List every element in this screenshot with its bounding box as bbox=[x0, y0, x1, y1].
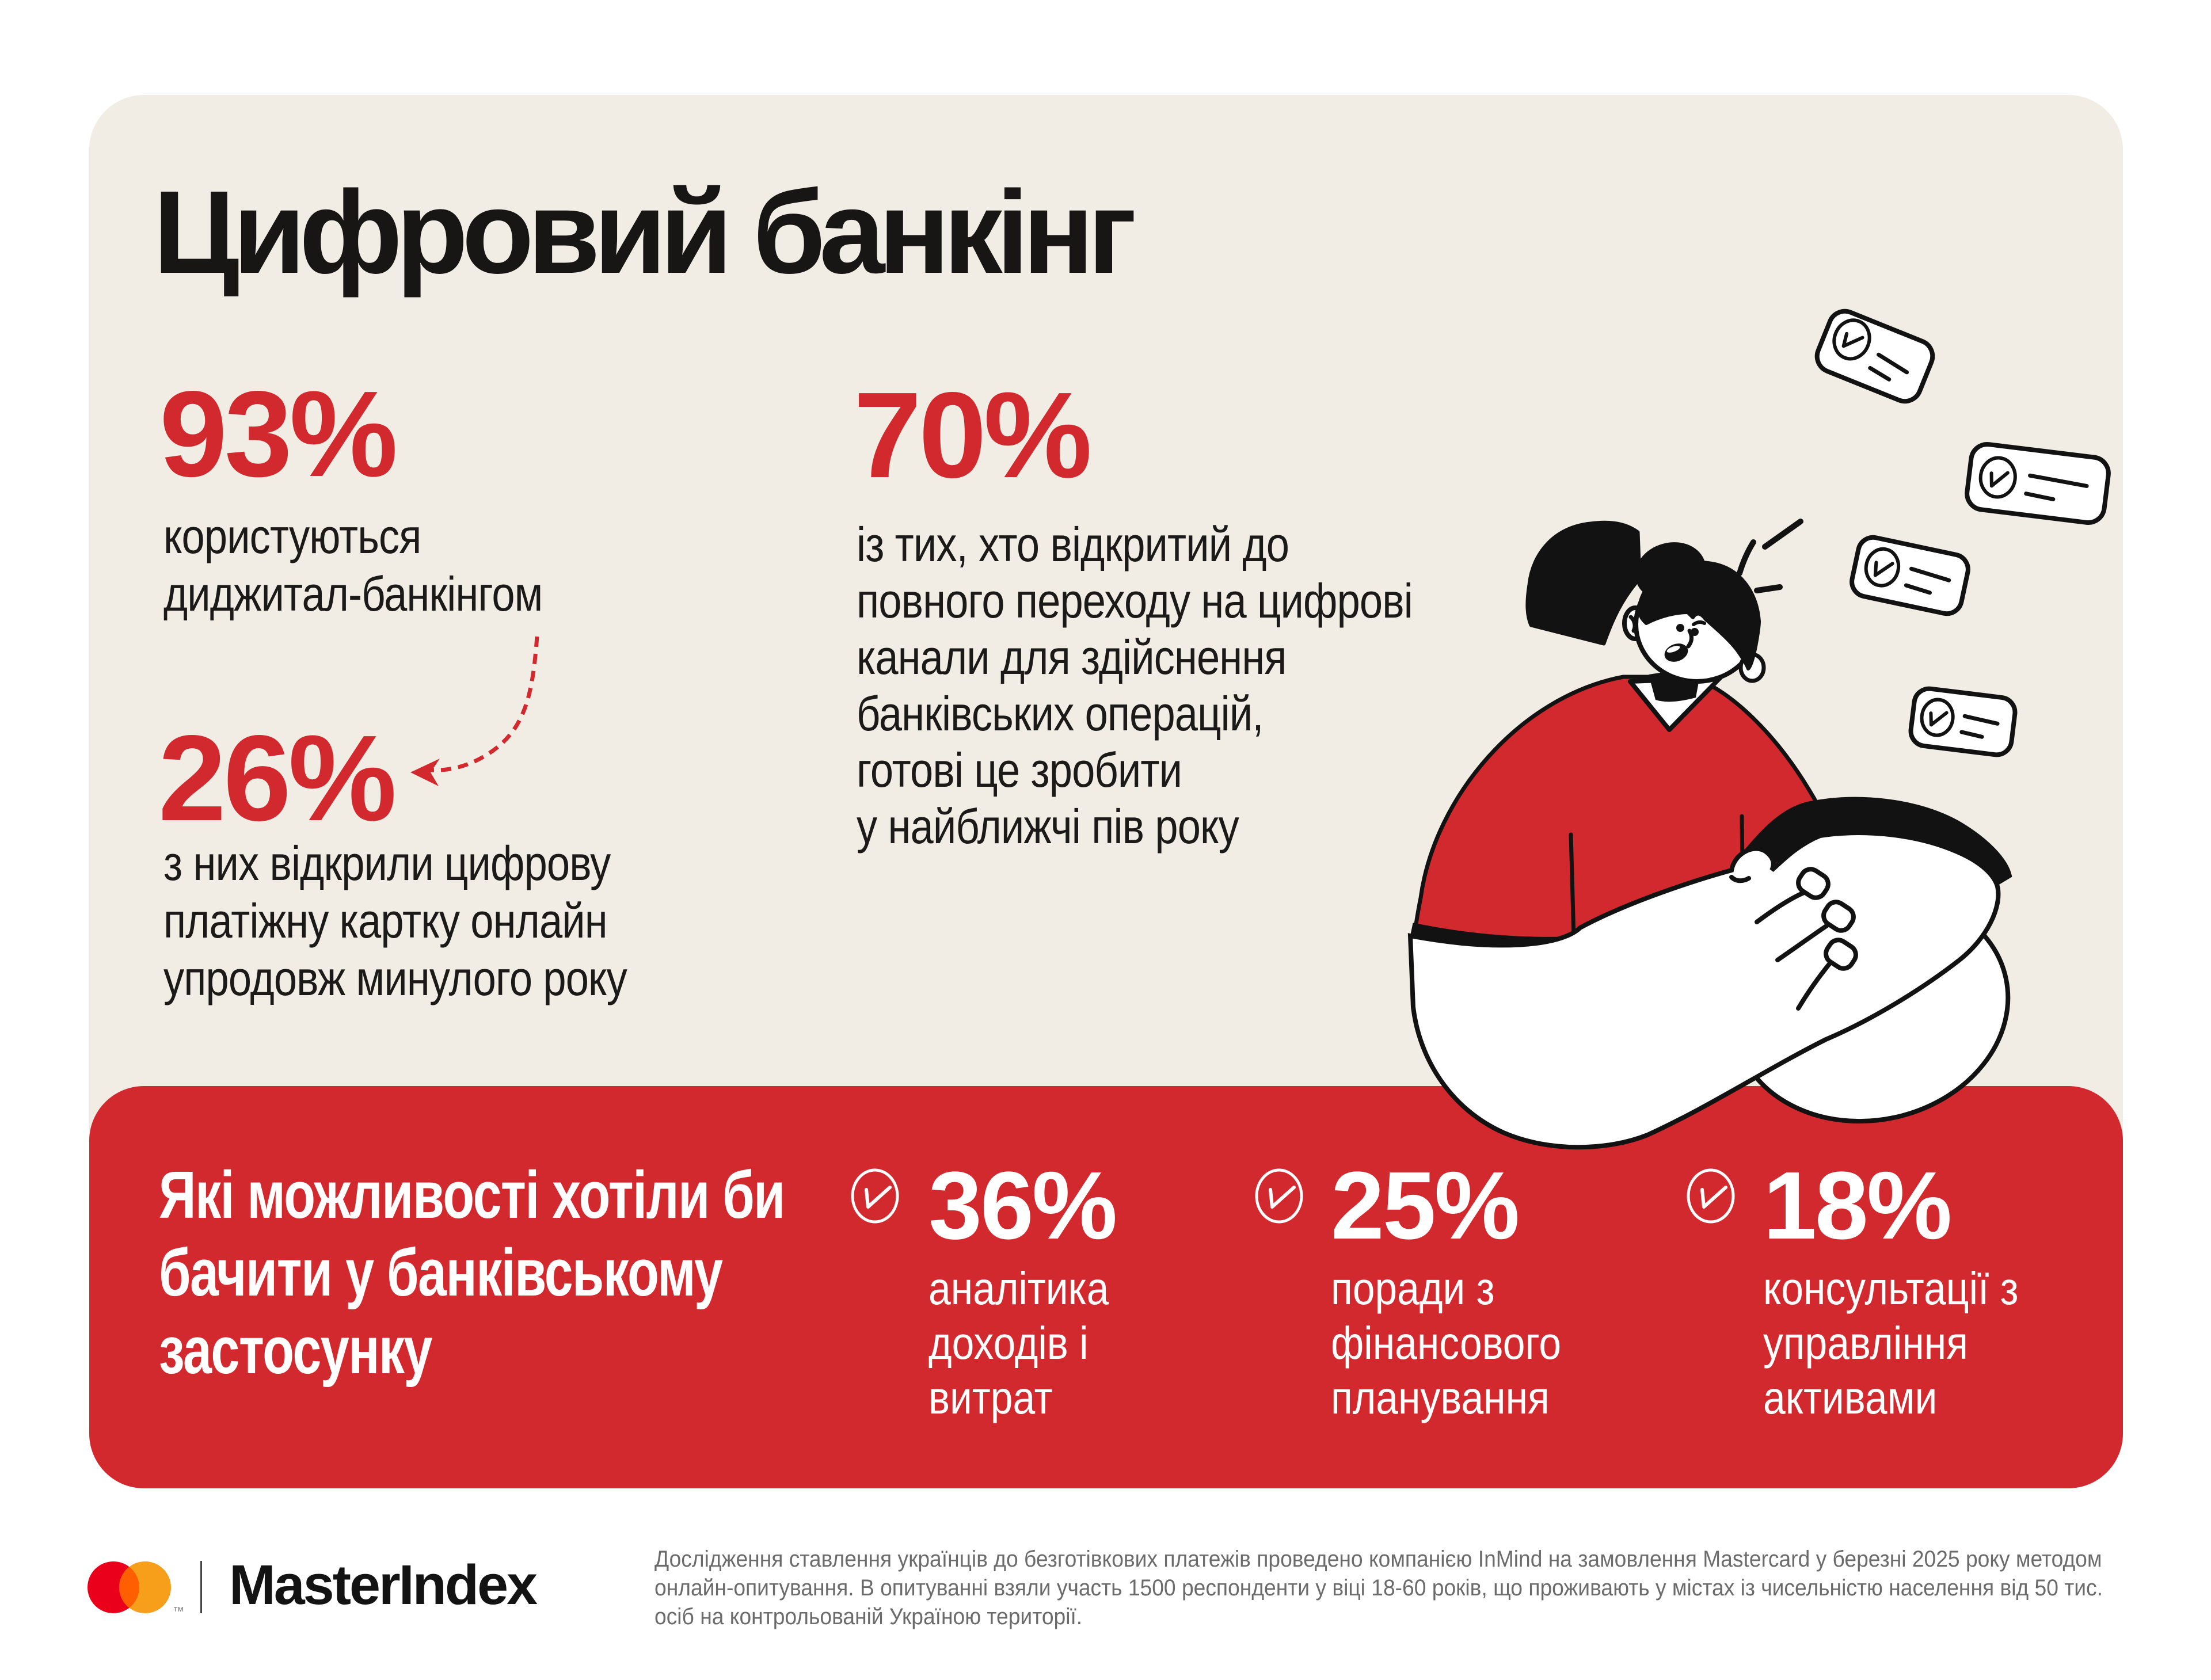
svg-text:™: ™ bbox=[173, 1605, 184, 1618]
